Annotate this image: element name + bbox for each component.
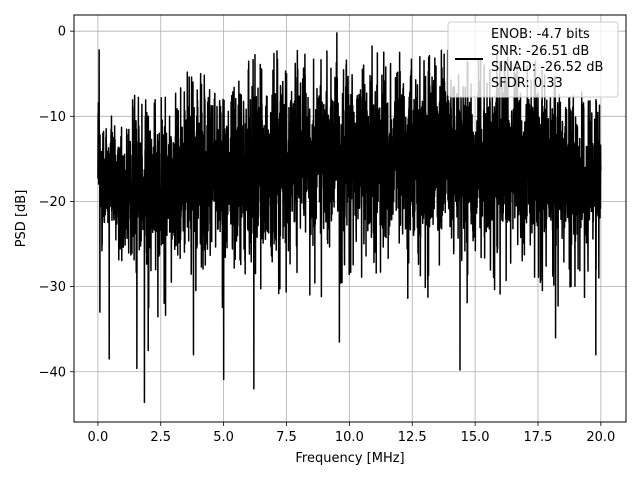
legend-box: [447, 21, 619, 98]
plot-area: [97, 32, 602, 404]
x-tick-label: 17.5: [524, 430, 553, 445]
x-tick-label: 5.0: [213, 430, 234, 445]
x-tick-label: 12.5: [398, 430, 427, 445]
x-axis-label: Frequency [MHz]: [295, 451, 404, 466]
series-line: [97, 32, 602, 404]
y-tick-label: 0: [58, 25, 66, 40]
legend: ENOB: -4.7 bits SNR: -26.51 dB SINAD: -2…: [447, 21, 619, 98]
y-tick-label: −40: [39, 365, 66, 380]
x-tick-label: 10.0: [335, 430, 364, 445]
x-tick-label: 20.0: [586, 430, 615, 445]
legend-sinad: SINAD: -26.52 dB: [491, 60, 603, 75]
x-tick-label: 0.0: [88, 430, 109, 445]
y-tick-label: −30: [39, 280, 66, 295]
legend-sfdr: SFDR: 0.33: [491, 76, 563, 91]
legend-enob: ENOB: -4.7 bits: [491, 27, 590, 42]
y-tick-label: −10: [39, 110, 66, 125]
y-axis-label: PSD [dB]: [14, 190, 29, 248]
legend-snr: SNR: -26.51 dB: [491, 44, 589, 59]
ticks: 0.0 2.5 5.0 7.5 10.0 12.5 15.0 17.5 20.0 0 −10 −20 −…: [39, 25, 616, 445]
y-tick-label: −20: [39, 195, 66, 210]
x-tick-label: 15.0: [461, 430, 490, 445]
x-tick-label: 7.5: [276, 430, 297, 445]
x-tick-label: 2.5: [150, 430, 171, 445]
axes-frame: [73, 14, 627, 423]
